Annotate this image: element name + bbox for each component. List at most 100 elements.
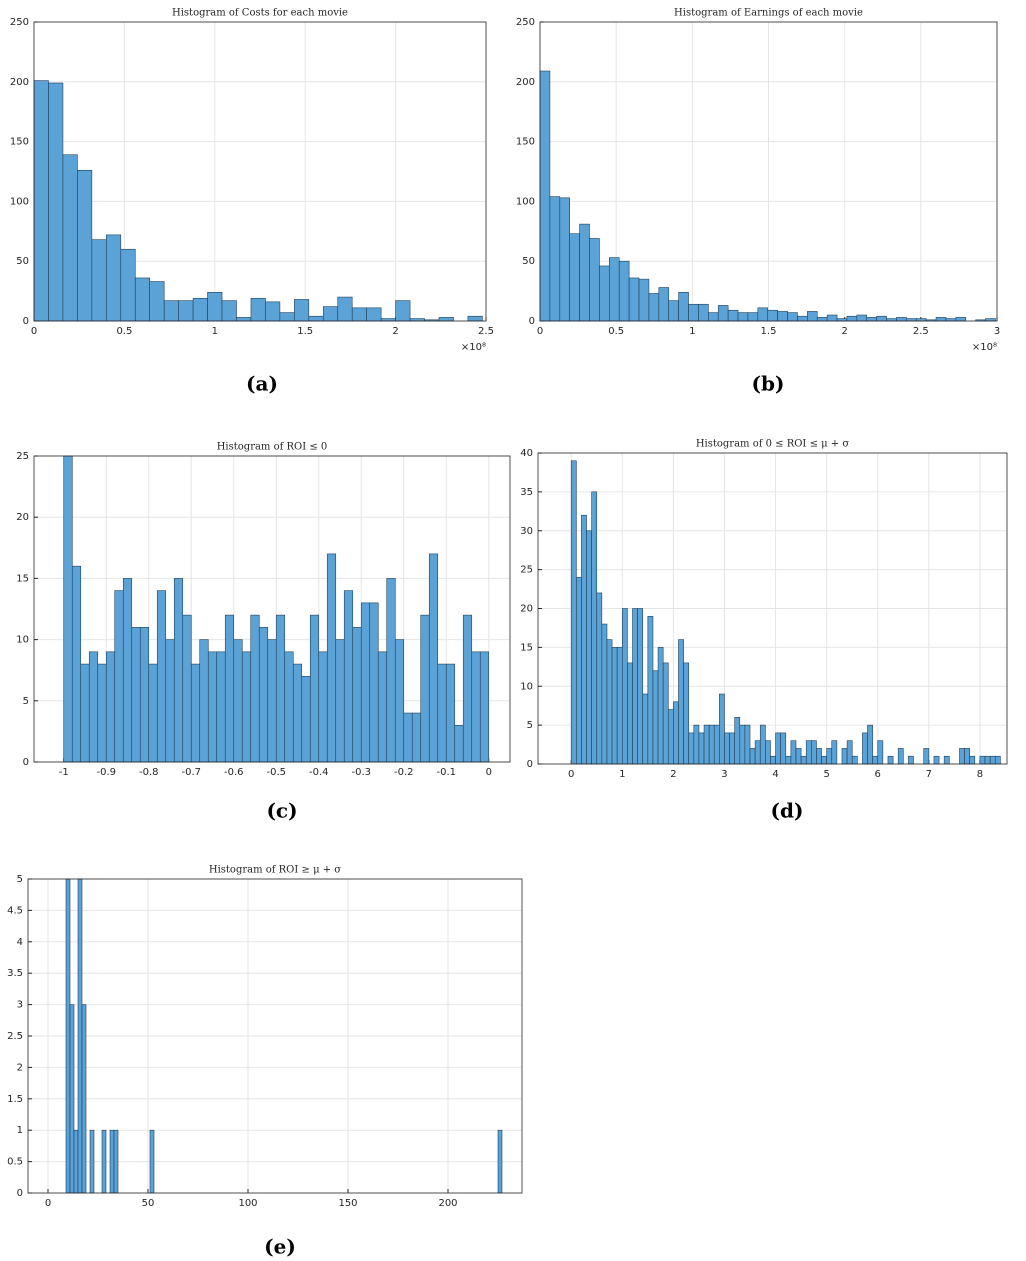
histogram-bar <box>77 170 93 322</box>
histogram-bar <box>265 301 281 322</box>
histogram-bar <box>479 651 490 763</box>
histogram-bar <box>867 724 873 765</box>
histogram-bar <box>80 663 90 763</box>
y-tick-label: 15 <box>520 642 533 653</box>
histogram-bar <box>862 732 868 765</box>
histogram-bar <box>790 740 797 765</box>
x-tick-label: 2.5 <box>478 326 494 337</box>
x-tick-label: 5 <box>823 769 829 780</box>
x-tick-label: 1.5 <box>761 326 777 337</box>
chart-title: Histogram of Costs for each movie <box>172 8 348 19</box>
histogram-bar <box>114 590 124 763</box>
y-tick-label: 50 <box>16 256 29 267</box>
histogram-bar <box>628 277 640 322</box>
y-tick-label: 5 <box>527 720 533 731</box>
histogram-bar <box>267 639 277 763</box>
histogram-bar <box>658 287 670 322</box>
histogram-bar <box>33 80 49 322</box>
axes-box <box>33 21 487 322</box>
histogram-bar <box>467 315 483 322</box>
histogram-bar <box>48 82 64 322</box>
x-tick-label: 3 <box>721 769 727 780</box>
histogram-bar <box>301 676 311 763</box>
histogram-bar <box>713 724 720 765</box>
histogram-bar <box>667 709 674 765</box>
histogram-bar <box>979 755 986 765</box>
histogram-bar <box>616 647 623 765</box>
histogram-bar <box>149 1129 155 1194</box>
histogram-bar <box>683 662 690 765</box>
histogram-bar <box>192 297 208 322</box>
y-tick-label: 35 <box>520 487 533 498</box>
y-tick-label: 0 <box>529 316 535 327</box>
histogram-bar <box>71 565 82 763</box>
histogram-bar <box>250 297 266 322</box>
histogram-bar <box>569 233 580 322</box>
histogram-bar <box>662 662 669 765</box>
histogram-bar <box>846 740 853 765</box>
histogram-bar <box>673 701 679 765</box>
histogram-bar <box>109 1129 115 1194</box>
histogram-bar <box>703 724 710 765</box>
histogram-bar <box>454 724 464 763</box>
x-tick-label: 0 <box>568 769 574 780</box>
histogram-bar <box>896 317 907 322</box>
histogram-bar <box>678 639 684 765</box>
histogram-bar <box>632 608 638 765</box>
histogram-bar <box>749 748 756 765</box>
histogram-bar <box>708 724 715 765</box>
histogram-bar <box>148 663 158 763</box>
histogram-bar <box>352 627 362 763</box>
histogram-bar <box>241 651 252 763</box>
x-tick-label: 1.5 <box>297 326 313 337</box>
histogram-bar <box>821 755 827 765</box>
x-tick-label: -0.4 <box>309 767 329 778</box>
y-tick-label: 100 <box>10 196 29 207</box>
x-tick-label: -0.3 <box>351 767 371 778</box>
histogram-bar <box>780 732 787 765</box>
histogram-bar <box>570 460 577 765</box>
histogram-bar <box>933 755 940 765</box>
chart-title: Histogram of 0 ≤ ROI ≤ μ + σ <box>696 439 850 450</box>
histogram-bar <box>335 639 345 763</box>
histogram-bar <box>366 307 382 322</box>
histogram-bar <box>156 590 167 763</box>
histogram-bar <box>163 300 179 322</box>
histogram-bar <box>795 748 802 765</box>
histogram-bar <box>841 748 848 765</box>
histogram-bar <box>648 293 660 322</box>
histogram-bar <box>969 755 976 765</box>
x-tick-label: 1 <box>689 326 695 337</box>
x-tick-label: 2.5 <box>913 326 929 337</box>
y-tick-label: 5 <box>17 874 23 885</box>
x-tick-label: 0 <box>486 767 492 778</box>
x-tick-label: -0.1 <box>436 767 456 778</box>
histogram-bar <box>811 740 817 765</box>
histogram-bar <box>800 755 807 765</box>
axes-box <box>539 21 998 322</box>
histogram-bar <box>318 651 328 763</box>
histogram-bar <box>292 663 303 763</box>
histogram-bar <box>876 315 887 322</box>
histogram-bar <box>91 239 107 322</box>
x-tick-label: 1 <box>619 769 625 780</box>
histogram-bar <box>89 1129 95 1194</box>
histogram-bar <box>724 732 730 765</box>
axes-box <box>27 878 523 1194</box>
histogram-bar <box>462 614 473 763</box>
y-tick-label: 4 <box>17 937 23 948</box>
x-tick-label: 50 <box>142 1198 155 1209</box>
histogram-bar <box>727 309 739 322</box>
histogram-bar <box>959 748 965 765</box>
histogram-bar <box>149 281 165 322</box>
histogram-bar <box>872 755 879 765</box>
histogram-bar <box>279 312 295 322</box>
histogram-bar <box>122 578 133 763</box>
y-tick-label: 4.5 <box>7 905 23 916</box>
y-tick-label: 40 <box>520 448 533 459</box>
histogram-bar <box>199 639 209 763</box>
histogram-bar <box>739 724 746 765</box>
histogram-bar <box>638 278 650 322</box>
